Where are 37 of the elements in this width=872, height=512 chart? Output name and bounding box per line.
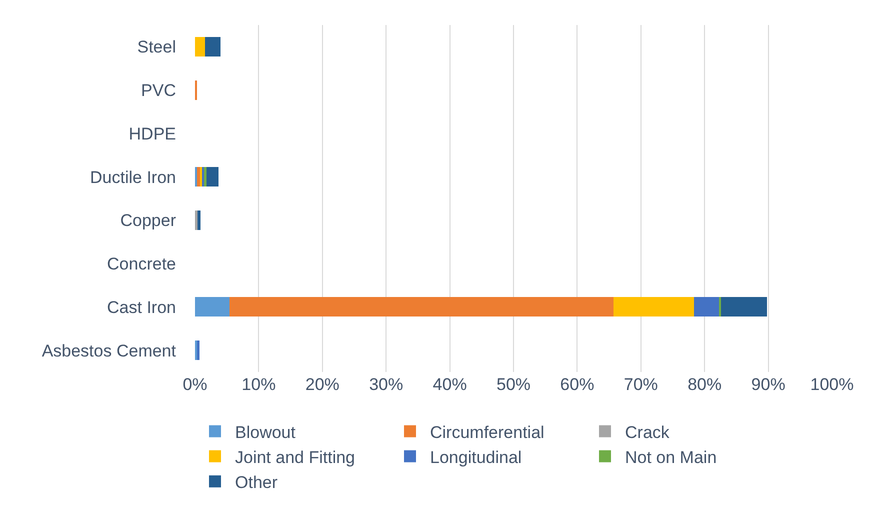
y-tick-label: Cast Iron [107, 298, 176, 317]
y-tick-label: Asbestos Cement [42, 341, 176, 360]
x-tick-label: 40% [432, 375, 467, 394]
bar [229, 297, 614, 317]
bar [195, 36, 206, 56]
x-tick-label: 100% [810, 375, 854, 394]
x-tick-label: 60% [560, 375, 594, 394]
legend-label: Crack [625, 422, 670, 442]
x-tick-label: 0% [182, 375, 208, 394]
bar [196, 167, 200, 187]
x-tick-label: 80% [688, 375, 722, 394]
x-tick-label: 50% [496, 375, 531, 394]
y-tick-label: Steel [137, 38, 176, 57]
x-tick-label: 30% [369, 375, 404, 394]
y-tick-label: Copper [120, 211, 176, 230]
bar [614, 297, 694, 317]
y-tick-label: Ductile Iron [90, 168, 176, 187]
legend-label: Circumferential [430, 422, 544, 442]
bar [195, 210, 198, 230]
bar [205, 36, 220, 56]
x-tick-label: 70% [624, 375, 658, 394]
legend-label: Longitudinal [430, 448, 522, 467]
bar [206, 167, 219, 187]
y-tick-label: Concrete [107, 254, 176, 274]
legend-label: Not on Main [625, 448, 717, 467]
x-tick-label: 20% [305, 375, 340, 394]
y-tick-label: PVC [141, 81, 176, 100]
bar [198, 210, 201, 230]
bar [195, 297, 230, 317]
y-tick-label: HDPE [128, 124, 176, 144]
legend-label: Joint and Fitting [235, 448, 356, 467]
x-tick-label: 90% [751, 375, 786, 394]
bar [694, 297, 720, 317]
legend-label: Blowout [235, 422, 296, 442]
bar [721, 297, 768, 317]
legend-label: Other [235, 473, 278, 492]
x-tick-label: 10% [242, 375, 276, 394]
